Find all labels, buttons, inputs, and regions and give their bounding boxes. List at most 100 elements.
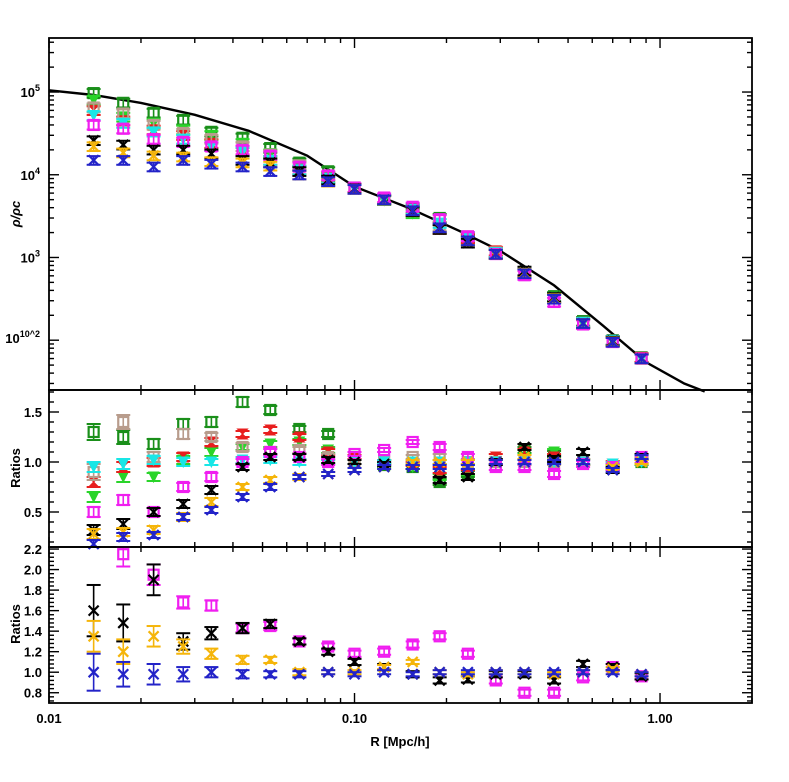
- marker-x: [205, 627, 218, 639]
- data-point-magenta: [547, 686, 562, 699]
- data-point-tan: [204, 430, 219, 444]
- marker-x: [147, 630, 160, 643]
- panel-top-frame: [48, 37, 753, 391]
- marker-x: [205, 647, 218, 660]
- top-y-axis-title: ρ/ρc: [8, 200, 23, 228]
- marker-square: [236, 395, 249, 409]
- data-point-black: [176, 498, 191, 510]
- marker-x: [177, 668, 190, 681]
- marker-hourglass: [264, 424, 277, 436]
- data-point-blue: [547, 293, 562, 305]
- marker-triangle: [147, 471, 160, 484]
- marker-x: [205, 504, 218, 516]
- data-point-magenta: [116, 546, 131, 568]
- marker-square: [117, 122, 130, 135]
- marker-x: [462, 461, 474, 473]
- data-point-light-green: [86, 491, 101, 504]
- y-tick-exponent: 3: [35, 248, 40, 258]
- marker-x: [577, 446, 589, 458]
- marker-x: [236, 491, 249, 503]
- data-point-blue: [204, 504, 219, 516]
- marker-x: [433, 666, 446, 678]
- data-point-magenta: [176, 480, 191, 494]
- data-point-blue: [605, 464, 620, 476]
- data-point-blue: [432, 221, 447, 234]
- data-point-magenta: [146, 132, 161, 146]
- data-point-blue: [86, 154, 101, 166]
- marker-x: [378, 666, 390, 678]
- ytick-exponent: 10^2: [20, 329, 40, 339]
- marker-x: [293, 668, 306, 681]
- marker-triangle: [264, 438, 277, 451]
- marker-square: [87, 505, 100, 519]
- marker-square: [433, 630, 446, 643]
- data-point-blue: [235, 491, 250, 503]
- data-point-blue: [347, 183, 362, 195]
- data-point-blue: [576, 317, 591, 330]
- marker-x: [177, 640, 190, 653]
- data-point-blue: [321, 468, 336, 480]
- data-point-orange: [204, 647, 219, 660]
- marker-square: [87, 118, 100, 132]
- data-point-blue: [116, 154, 131, 166]
- data-point-green: [116, 96, 131, 109]
- data-point-tan: [116, 414, 131, 430]
- marker-x: [490, 456, 502, 468]
- marker-x: [147, 668, 160, 681]
- data-point-blue: [146, 529, 161, 541]
- data-point-tan: [176, 427, 191, 441]
- data-point-red: [235, 428, 250, 440]
- marker-square: [378, 645, 391, 658]
- data-point-blue: [321, 175, 336, 188]
- data-point-magenta: [377, 443, 392, 457]
- marker-x: [635, 668, 648, 681]
- marker-x: [433, 461, 446, 473]
- marker-x: [147, 149, 160, 162]
- data-point-orange: [86, 140, 101, 153]
- data-point-green: [176, 417, 191, 431]
- data-point-magenta: [405, 638, 420, 651]
- y-tick-label: 104: [21, 166, 40, 183]
- data-point-blue: [204, 666, 219, 679]
- data-point-blue: [146, 160, 161, 173]
- data-point-blue: [377, 666, 392, 678]
- data-point-orange: [176, 638, 191, 655]
- data-point-blue: [460, 461, 475, 473]
- data-point-orange: [235, 481, 250, 493]
- marker-x: [87, 630, 100, 643]
- data-point-blue: [347, 464, 362, 476]
- data-point-black: [235, 461, 250, 473]
- data-point-black: [432, 474, 447, 486]
- data-point-magenta: [547, 467, 562, 481]
- marker-square: [322, 427, 335, 441]
- marker-square: [547, 686, 561, 699]
- data-point-blue: [488, 456, 503, 468]
- marker-x: [322, 666, 334, 678]
- marker-x: [264, 618, 277, 630]
- data-point-blue: [292, 168, 307, 181]
- data-point-orange: [235, 654, 250, 666]
- data-point-black: [576, 446, 591, 458]
- marker-x: [177, 498, 190, 510]
- panel-middle-frame: [48, 389, 753, 548]
- marker-square: [433, 440, 446, 454]
- marker-x: [87, 140, 100, 153]
- marker-x: [147, 529, 160, 541]
- data-point-blue: [292, 471, 307, 483]
- data-point-red: [263, 424, 278, 436]
- marker-x: [264, 451, 277, 463]
- marker-x: [205, 666, 218, 678]
- panel-bottom-ratios: 0.8 1.0 1.2 1.4 1.6 1.8 2.0 2.2 0.01 0.10 1.00 Rat…: [8, 542, 753, 749]
- data-point-green: [86, 423, 101, 441]
- marker-x: [293, 451, 306, 463]
- data-point-tan: [235, 440, 250, 454]
- marker-triangle: [205, 456, 218, 469]
- marker-square: [205, 430, 218, 444]
- data-point-blue: [405, 668, 420, 681]
- marker-square: [378, 443, 391, 457]
- data-point-black: [460, 471, 475, 483]
- data-point-blue: [460, 666, 475, 678]
- marker-x: [406, 668, 419, 681]
- data-point-cyan: [146, 454, 161, 467]
- marker-square: [293, 450, 306, 464]
